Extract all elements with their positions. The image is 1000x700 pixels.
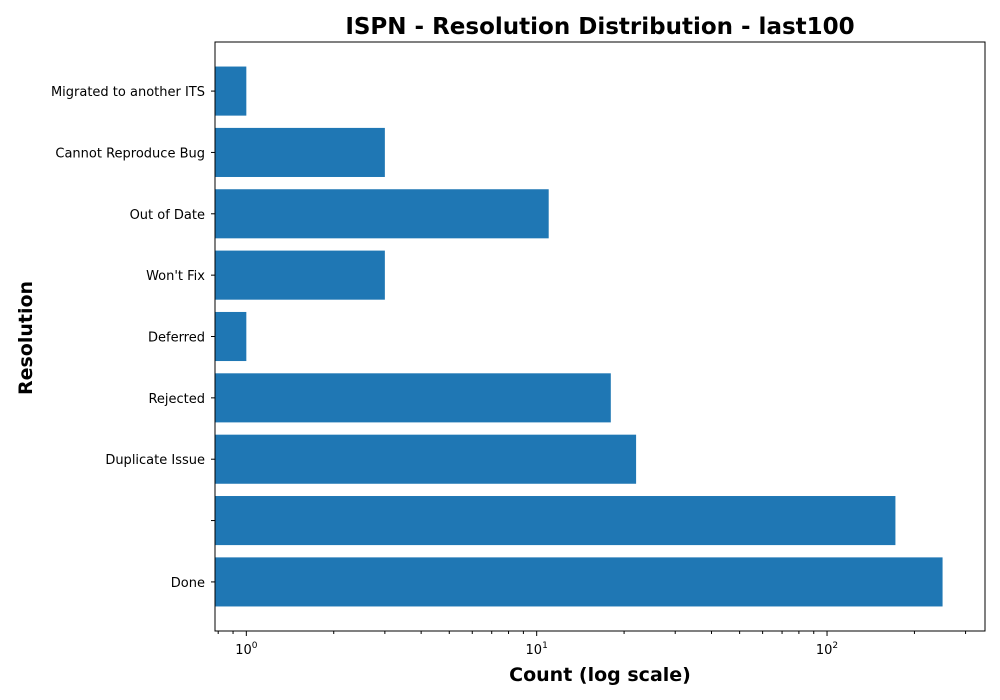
y-tick-label: Done xyxy=(171,576,205,591)
x-tick-label: 102 xyxy=(816,641,838,658)
bar xyxy=(215,189,549,239)
plot-area-frame xyxy=(214,41,986,632)
bars-group xyxy=(215,66,943,607)
bar xyxy=(215,66,247,116)
y-tick-label: Cannot Reproduce Bug xyxy=(55,146,205,161)
y-tick-label: Duplicate Issue xyxy=(105,453,205,468)
bar xyxy=(215,434,637,484)
y-tick-label: Migrated to another ITS xyxy=(51,85,205,100)
bar xyxy=(215,127,385,177)
y-tick-label: Rejected xyxy=(148,392,205,407)
x-axis-label: Count (log scale) xyxy=(509,664,691,686)
chart-title: ISPN - Resolution Distribution - last100 xyxy=(345,14,854,40)
bar xyxy=(215,557,943,607)
y-tick-label: Out of Date xyxy=(130,208,205,223)
x-tick-label: 101 xyxy=(526,641,548,658)
bar xyxy=(215,373,611,423)
bar xyxy=(215,496,896,546)
y-tick-label: Won't Fix xyxy=(146,269,205,284)
bar xyxy=(215,250,385,300)
x-tick-label: 100 xyxy=(235,641,258,658)
ticks-group: Done Duplicate Issue Rejected Deferred Won't… xyxy=(51,85,967,658)
y-tick-label: Deferred xyxy=(148,331,205,346)
y-axis-label: Resolution xyxy=(15,281,37,395)
bar xyxy=(215,311,247,362)
